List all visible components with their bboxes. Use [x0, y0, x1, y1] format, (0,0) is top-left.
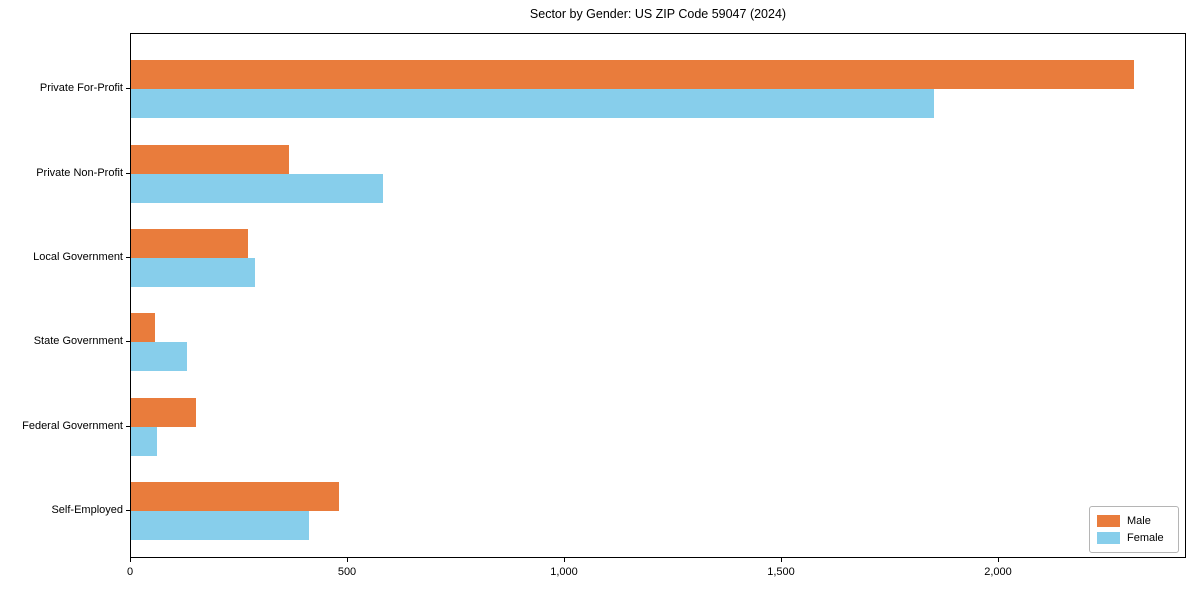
- bar-female-local-government: [131, 257, 255, 287]
- y-tick-label-federal-government: Federal Government: [22, 420, 123, 432]
- bar-male-private-non-profit: [131, 144, 289, 174]
- y-tick-label-state-government: State Government: [33, 335, 123, 347]
- y-tick-label-local-government: Local Government: [33, 251, 123, 263]
- bar-male-private-for-profit: [131, 60, 1134, 90]
- y-tick: [126, 426, 130, 427]
- x-tick-label-1-500: 1,500: [767, 566, 795, 578]
- bar-male-self-employed: [131, 481, 339, 511]
- chart-title: Sector by Gender: US ZIP Code 59047 (202…: [529, 7, 787, 21]
- bar-male-local-government: [131, 228, 248, 258]
- legend: Male Female: [1089, 506, 1179, 553]
- bar-female-private-non-profit: [131, 173, 383, 203]
- x-tick-label-0: 0: [126, 566, 134, 578]
- y-tick: [126, 510, 130, 511]
- y-tick-label-private-for-profit: Private For-Profit: [39, 82, 123, 94]
- female-series-swatch-icon: [1097, 532, 1120, 544]
- x-tick: [564, 558, 565, 562]
- plot-area: [130, 33, 1186, 558]
- bar-male-federal-government: [131, 397, 196, 427]
- legend-item-female: Female: [1097, 532, 1178, 544]
- legend-item-male: Male: [1097, 515, 1178, 527]
- female-legend-label: Female: [1127, 532, 1164, 544]
- y-tick: [126, 257, 130, 258]
- y-tick: [126, 341, 130, 342]
- y-tick: [126, 88, 130, 89]
- x-tick: [347, 558, 348, 562]
- y-tick-label-self-employed: Self-Employed: [51, 504, 123, 516]
- x-tick-label-1-000: 1,000: [550, 566, 578, 578]
- bar-male-state-government: [131, 313, 155, 343]
- x-tick: [998, 558, 999, 562]
- male-series-swatch-icon: [1097, 515, 1120, 527]
- x-tick: [781, 558, 782, 562]
- x-tick: [130, 558, 131, 562]
- male-legend-label: Male: [1127, 515, 1151, 527]
- y-tick-label-private-non-profit: Private Non-Profit: [36, 167, 123, 179]
- bar-female-self-employed: [131, 510, 309, 540]
- bar-female-federal-government: [131, 426, 157, 456]
- x-tick-label-2-000: 2,000: [984, 566, 1012, 578]
- x-tick-label-500: 500: [337, 566, 357, 578]
- bar-female-private-for-profit: [131, 89, 934, 119]
- y-tick: [126, 173, 130, 174]
- bar-female-state-government: [131, 342, 187, 372]
